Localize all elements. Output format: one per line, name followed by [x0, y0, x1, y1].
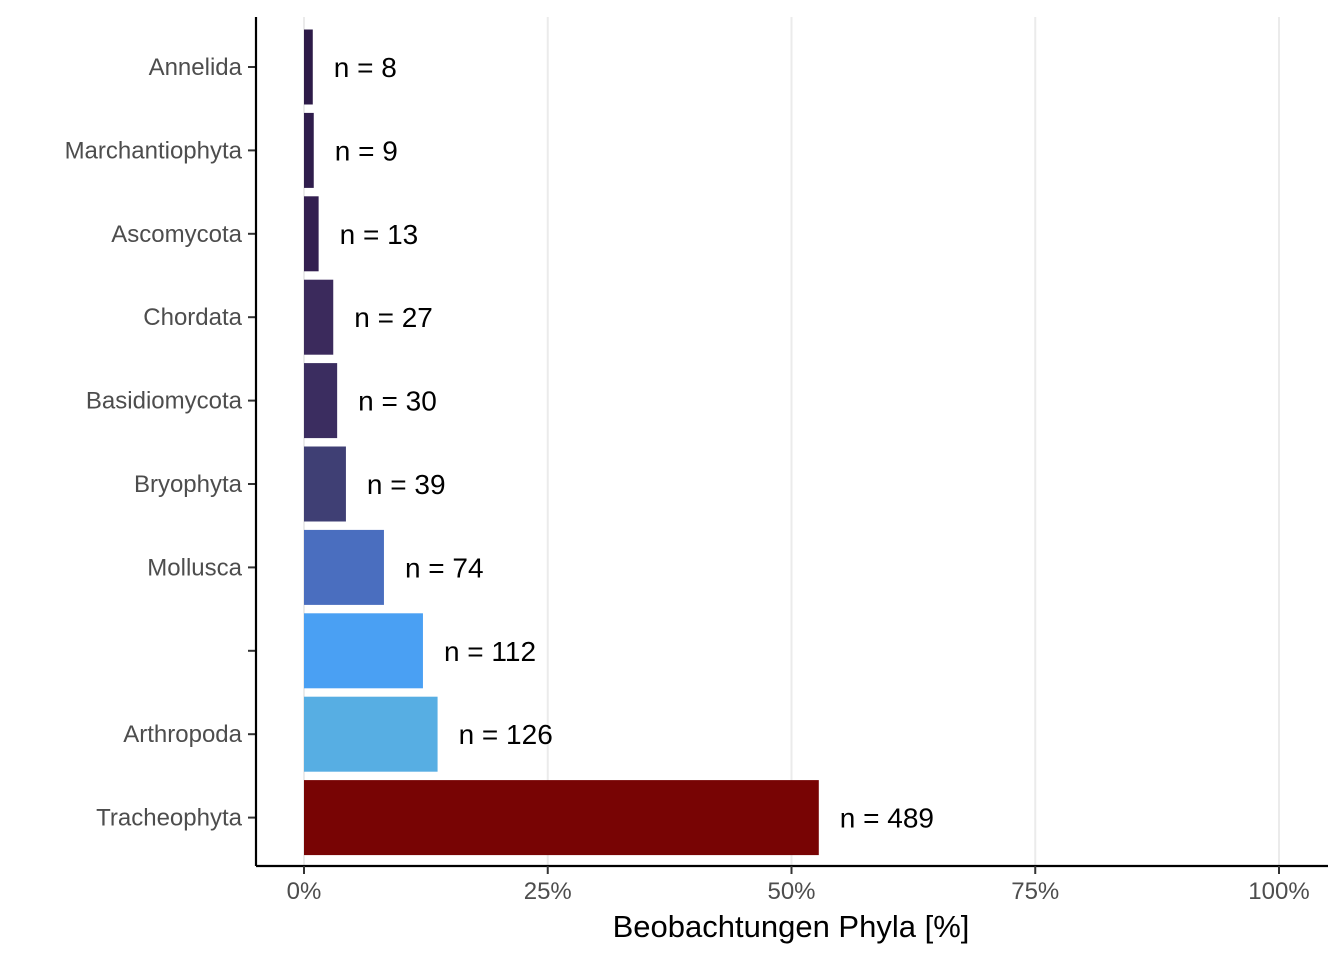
x-tick-label: 100%: [1248, 878, 1309, 905]
data-label: n = 489: [840, 803, 934, 834]
bar: [304, 363, 338, 439]
y-tick-label: Bryophyta: [134, 471, 243, 498]
bar: [304, 446, 346, 522]
bar: [304, 529, 384, 605]
data-labels: n = 8 n = 9 n = 13 n = 27 n = 30 n = 39 n = 74…: [334, 52, 934, 834]
bar: [304, 29, 313, 105]
bar: [304, 196, 319, 272]
data-label: n = 27: [354, 302, 433, 333]
data-label: n = 30: [358, 386, 437, 417]
data-label: n = 9: [335, 135, 398, 166]
y-tick-label: Tracheophyta: [96, 805, 243, 832]
y-tick-label: Annelida: [149, 54, 243, 81]
y-tick-label: Mollusca: [147, 554, 242, 581]
gridlines: [303, 17, 1280, 866]
data-label: n = 13: [340, 219, 419, 250]
data-label: n = 39: [367, 469, 446, 500]
bar: [304, 696, 438, 772]
data-label: n = 74: [405, 552, 484, 583]
y-tick-label: Ascomycota: [111, 221, 242, 248]
y-tick-label: Basidiomycota: [86, 388, 243, 415]
bar: [304, 613, 423, 689]
bars: [304, 29, 819, 856]
x-axis: 0% 25% 50% 75% 100%: [256, 864, 1328, 905]
y-tick-label: Chordata: [143, 304, 242, 331]
x-tick-label: 0%: [287, 878, 322, 905]
bar: [304, 780, 819, 856]
x-tick-label: 25%: [524, 878, 572, 905]
x-tick-label: 50%: [767, 878, 815, 905]
x-tick-label: 75%: [1011, 878, 1059, 905]
y-axis: Annelida Marchantiophyta Ascomycota Chordat…: [65, 17, 258, 866]
y-tick-label: Arthropoda: [123, 721, 242, 748]
data-label: n = 126: [459, 719, 553, 750]
data-label: n = 8: [334, 52, 397, 83]
x-axis-title: Beobachtungen Phyla [%]: [613, 909, 970, 944]
bar: [304, 112, 314, 188]
bar: [304, 279, 334, 355]
data-label: n = 112: [444, 636, 536, 667]
y-tick-label: Marchantiophyta: [65, 137, 243, 164]
